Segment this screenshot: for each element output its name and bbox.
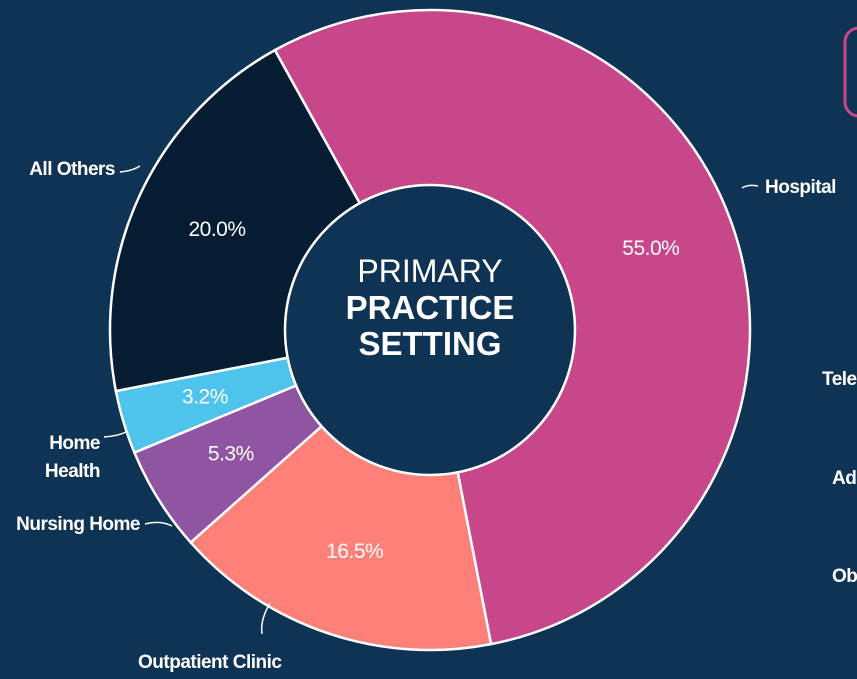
value-label: 3.2% — [182, 385, 228, 408]
legend-box — [843, 26, 857, 118]
legend-label: Tele — [822, 369, 857, 390]
legend-label: Ad — [832, 468, 857, 489]
center-title: PRIMARY PRACTICE SETTING — [330, 252, 530, 362]
value-label: 55.0% — [622, 237, 679, 260]
value-label: 20.0% — [188, 218, 245, 241]
category-label: Outpatient Clinic — [138, 652, 282, 673]
leader-line — [144, 521, 173, 527]
leader-line — [119, 165, 141, 173]
title-bold: PRACTICE SETTING — [345, 289, 515, 362]
inner-circle — [283, 183, 577, 477]
value-label: 16.5% — [326, 540, 383, 563]
category-label: Hospital — [765, 177, 836, 198]
value-label: 5.3% — [208, 442, 254, 465]
leader-line — [741, 184, 759, 189]
category-label: All Others — [29, 159, 115, 180]
legend-label: Ob — [832, 566, 857, 587]
title: PRIMARY — [357, 253, 503, 289]
category-label: Nursing Home — [16, 514, 140, 535]
category-label: Home Health — [44, 433, 101, 482]
leader-line — [260, 602, 271, 635]
leader-line — [103, 431, 127, 438]
